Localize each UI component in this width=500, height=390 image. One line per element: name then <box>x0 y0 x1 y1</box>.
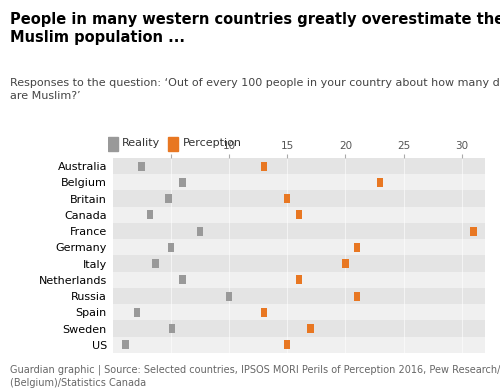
Bar <box>112 255 485 272</box>
Bar <box>112 174 485 190</box>
Bar <box>112 304 485 321</box>
Bar <box>108 137 118 151</box>
Bar <box>122 340 128 349</box>
Bar <box>284 194 290 203</box>
Bar <box>354 243 360 252</box>
Bar <box>165 194 172 203</box>
Bar <box>307 324 314 333</box>
Bar <box>296 210 302 219</box>
Bar <box>112 321 485 337</box>
Bar <box>112 158 485 174</box>
Bar <box>112 207 485 223</box>
Bar <box>226 292 232 301</box>
Bar <box>260 308 267 317</box>
Bar <box>112 239 485 255</box>
Bar <box>179 178 186 187</box>
Bar <box>112 272 485 288</box>
Bar <box>168 324 175 333</box>
Bar <box>146 210 153 219</box>
Bar <box>112 288 485 304</box>
Bar <box>196 227 203 236</box>
Bar <box>260 161 267 170</box>
Bar <box>152 259 159 268</box>
Text: Reality: Reality <box>122 138 160 148</box>
Text: People in many western countries greatly overestimate their current
Muslim popul: People in many western countries greatly… <box>10 12 500 45</box>
Bar <box>377 178 384 187</box>
Bar <box>354 292 360 301</box>
Bar <box>112 337 485 353</box>
Bar <box>138 161 145 170</box>
Bar <box>168 243 174 252</box>
Bar <box>134 308 140 317</box>
Text: Responses to the question: ‘Out of every 100 people in your country about how ma: Responses to the question: ‘Out of every… <box>10 78 500 101</box>
Bar <box>342 259 348 268</box>
Bar <box>296 275 302 284</box>
Bar <box>179 275 186 284</box>
Bar <box>470 227 476 236</box>
Bar <box>168 137 178 151</box>
Bar <box>112 190 485 207</box>
Bar <box>284 340 290 349</box>
Bar <box>112 223 485 239</box>
Text: Perception: Perception <box>183 138 242 148</box>
Text: Guardian graphic | Source: Selected countries, IPSOS MORI Perils of Perception 2: Guardian graphic | Source: Selected coun… <box>10 364 500 388</box>
